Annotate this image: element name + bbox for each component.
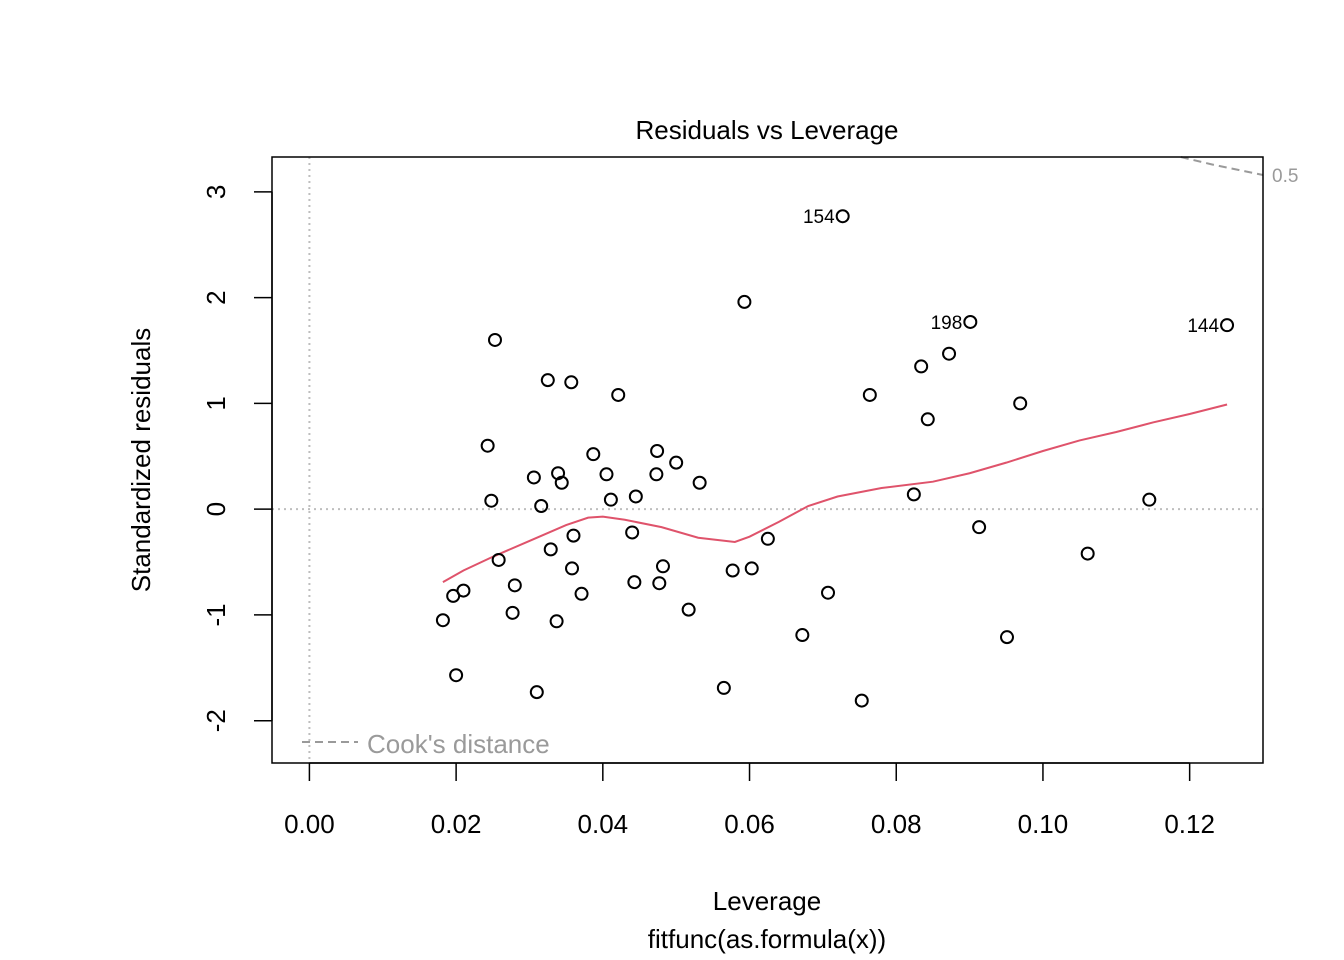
data-point bbox=[760, 531, 775, 546]
x-tick-label: 0.10 bbox=[1018, 809, 1069, 839]
y-axis-title: Standardized residuals bbox=[126, 328, 156, 593]
data-point bbox=[487, 332, 502, 347]
data-point bbox=[603, 492, 618, 507]
data-point bbox=[942, 346, 957, 361]
data-point bbox=[507, 578, 522, 593]
data-point bbox=[737, 294, 752, 309]
data-point bbox=[565, 561, 580, 576]
data-point bbox=[725, 563, 740, 578]
data-point bbox=[435, 613, 450, 628]
data-point bbox=[920, 412, 935, 427]
reference-lines bbox=[272, 157, 1263, 763]
x-tick-label: 0.00 bbox=[284, 809, 335, 839]
data-point bbox=[599, 467, 614, 482]
y-tick-label: 1 bbox=[201, 396, 231, 410]
data-point bbox=[1013, 396, 1028, 411]
x-tick-label: 0.06 bbox=[724, 809, 775, 839]
data-point bbox=[627, 575, 642, 590]
data-point bbox=[1080, 546, 1095, 561]
data-point bbox=[821, 585, 836, 600]
cooks-contour-label: 0.5 bbox=[1272, 166, 1298, 187]
data-point bbox=[1220, 318, 1235, 333]
smoother-line-path bbox=[442, 403, 1228, 584]
y-tick-label: 3 bbox=[201, 185, 231, 199]
data-point bbox=[628, 489, 643, 504]
x-axis-title: Leverage bbox=[713, 886, 821, 916]
x-tick-label: 0.08 bbox=[871, 809, 922, 839]
cooks-distance-contour: 0.5 bbox=[1180, 156, 1298, 187]
data-point bbox=[795, 628, 810, 643]
chart-title: Residuals vs Leverage bbox=[635, 115, 898, 145]
x-axis: 0.00 0.02 0.04 0.06 0.08 0.10 0.12 bbox=[284, 762, 1215, 839]
data-points bbox=[435, 209, 1235, 708]
data-point bbox=[611, 387, 626, 402]
data-point bbox=[564, 375, 579, 390]
data-point bbox=[692, 475, 707, 490]
x-tick-label: 0.02 bbox=[431, 809, 482, 839]
data-point bbox=[529, 685, 544, 700]
data-point bbox=[650, 444, 665, 459]
data-point bbox=[540, 373, 555, 388]
point-label: 198 bbox=[931, 313, 963, 334]
data-point bbox=[1142, 492, 1157, 507]
y-tick-label: 0 bbox=[201, 502, 231, 516]
x-axis-subtitle: fitfunc(as.formula(x)) bbox=[648, 924, 886, 954]
data-point bbox=[906, 487, 921, 502]
point-label: 154 bbox=[803, 207, 835, 228]
data-point bbox=[456, 583, 471, 598]
smoother-line bbox=[442, 403, 1228, 584]
data-point bbox=[554, 475, 569, 490]
cooks-contour-line bbox=[1180, 156, 1264, 176]
y-axis: -2 -1 0 1 2 3 bbox=[201, 185, 273, 732]
data-point bbox=[586, 447, 601, 462]
data-point bbox=[669, 455, 684, 470]
x-tick-label: 0.04 bbox=[578, 809, 629, 839]
data-point bbox=[854, 693, 869, 708]
data-point bbox=[716, 680, 731, 695]
x-tick-label: 0.12 bbox=[1164, 809, 1215, 839]
data-point bbox=[681, 602, 696, 617]
data-point bbox=[534, 499, 549, 514]
data-point bbox=[549, 614, 564, 629]
data-point bbox=[914, 359, 929, 374]
data-point bbox=[649, 467, 664, 482]
data-point bbox=[655, 559, 670, 574]
data-point bbox=[543, 542, 558, 557]
data-point bbox=[625, 525, 640, 540]
data-point bbox=[999, 630, 1014, 645]
data-point bbox=[505, 605, 520, 620]
point-label: 144 bbox=[1187, 316, 1219, 337]
data-point bbox=[744, 561, 759, 576]
data-point bbox=[963, 314, 978, 329]
data-point bbox=[972, 520, 987, 535]
data-point bbox=[862, 387, 877, 402]
y-tick-label: 2 bbox=[201, 290, 231, 304]
data-point bbox=[566, 528, 581, 543]
legend-label: Cook's distance bbox=[367, 729, 550, 759]
data-point bbox=[484, 493, 499, 508]
legend: Cook's distance bbox=[302, 729, 550, 759]
data-point bbox=[491, 552, 506, 567]
data-point bbox=[480, 438, 495, 453]
y-tick-label: -1 bbox=[201, 603, 231, 626]
data-point bbox=[526, 470, 541, 485]
data-point bbox=[835, 209, 850, 224]
y-tick-label: -2 bbox=[201, 709, 231, 732]
data-point bbox=[574, 586, 589, 601]
data-point bbox=[449, 668, 464, 683]
data-point bbox=[652, 576, 667, 591]
point-labels: 154 198 144 bbox=[803, 207, 1220, 337]
